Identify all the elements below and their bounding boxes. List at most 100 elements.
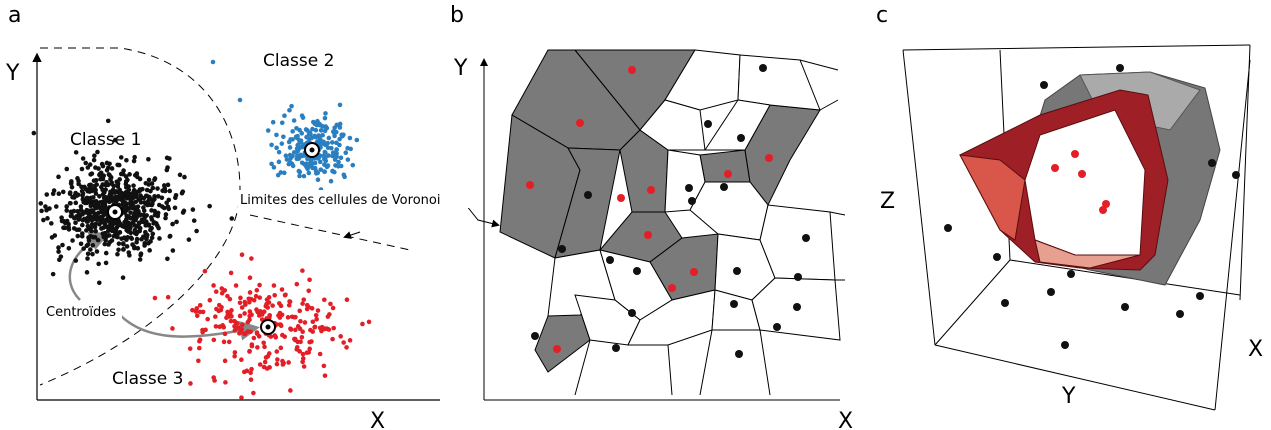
point [103,250,109,256]
point [191,218,197,223]
point [180,189,186,194]
point [297,308,303,314]
point [64,204,69,209]
point [104,160,110,166]
point [294,281,300,287]
axis-label: Y [1061,384,1076,409]
point [291,118,297,123]
point [317,351,323,357]
point [170,326,175,331]
panel-label: b [450,3,464,28]
point [299,113,305,118]
point [84,270,90,275]
point [272,292,277,298]
point [194,313,200,319]
point [120,241,126,246]
point [294,146,300,151]
point [312,121,318,127]
point [210,59,216,65]
point [69,213,74,218]
point [283,292,288,298]
point [290,153,295,159]
points [31,59,372,400]
point [237,300,243,306]
point [99,226,104,231]
point [102,241,108,247]
point [212,378,217,383]
point [347,338,353,343]
point [134,209,139,215]
point [261,364,267,370]
point [341,172,347,178]
point [733,267,741,275]
point [92,183,98,189]
point [76,212,82,217]
point [332,157,338,162]
point [115,251,120,257]
point [80,156,86,161]
point [730,300,738,308]
point [150,201,155,207]
point [330,168,335,174]
point [53,204,59,209]
point [157,236,162,241]
point [274,132,279,138]
point [312,324,318,330]
point [145,198,151,204]
point [106,242,111,247]
point [146,177,152,183]
point [106,198,112,204]
box-edge [902,49,936,346]
point [181,208,187,214]
point [85,242,91,247]
voronoi-edge [829,211,846,216]
point [139,219,145,225]
point [118,155,124,160]
point [125,229,131,234]
point [131,190,136,195]
point [735,350,743,358]
point [200,327,205,333]
point [161,183,167,188]
point [245,329,251,334]
point [79,233,85,239]
point [644,231,652,239]
point [558,245,566,253]
point [322,115,328,121]
point [223,380,228,385]
point [300,356,306,361]
point [309,339,314,344]
point [277,315,283,320]
point [43,204,48,209]
point [135,246,141,251]
point [286,302,292,308]
point [322,297,327,303]
point [172,205,178,211]
point [313,312,319,318]
panel-label: c [876,3,888,28]
point [237,97,243,103]
point [48,221,54,226]
point [344,345,349,350]
point [312,160,318,166]
point [116,241,122,246]
point [257,362,263,367]
point [127,172,132,177]
point [278,170,284,175]
point [1040,81,1048,89]
point [262,359,268,365]
point [553,345,561,353]
point [64,208,70,213]
box-edge [1214,59,1251,411]
point [322,149,328,155]
point [247,290,253,295]
point [794,273,802,281]
point [276,159,282,165]
point [584,191,592,199]
point [103,260,109,266]
point [93,165,98,170]
point [270,119,276,125]
point [88,247,93,252]
axis-label: X [1248,337,1263,362]
point [289,314,295,320]
